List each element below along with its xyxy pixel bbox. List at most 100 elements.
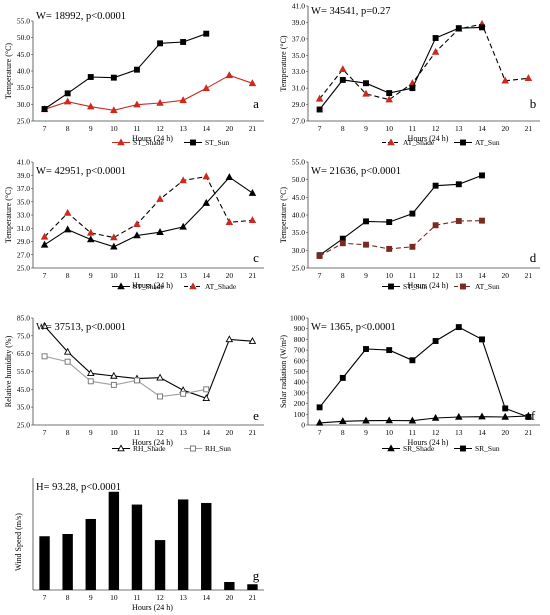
y-tick-label: 800 <box>294 335 306 344</box>
data-point <box>248 216 257 224</box>
bar <box>39 536 50 590</box>
bar <box>177 499 189 590</box>
legend-label: AT_Sun <box>475 282 500 291</box>
data-point <box>203 386 210 393</box>
series-line <box>319 26 483 110</box>
series-line <box>319 23 529 101</box>
data-point <box>179 222 187 230</box>
x-tick-label: 13 <box>179 593 187 602</box>
data-point <box>203 30 210 37</box>
legend-marker <box>460 445 466 452</box>
data-point <box>501 412 509 420</box>
series-line <box>44 355 207 398</box>
legend-label: SR_Sun <box>475 444 500 453</box>
data-point <box>110 233 118 241</box>
x-tick-label: 14 <box>203 593 211 602</box>
legend-label: SR_Shade <box>403 444 435 453</box>
x-axis-title: Hours (24 h) <box>132 134 173 143</box>
y-tick-label: 55.0 <box>292 158 305 167</box>
x-tick-label: 7 <box>43 593 47 602</box>
data-point <box>524 74 533 82</box>
x-tick-label: 21 <box>249 124 257 133</box>
x-axis-title: Hours (24 h) <box>408 281 449 290</box>
data-point <box>431 47 440 55</box>
data-point <box>316 253 323 259</box>
data-point <box>63 347 72 355</box>
panel-label: d <box>530 250 537 265</box>
data-point <box>64 358 71 365</box>
y-tick-label: 35.0 <box>17 83 30 92</box>
x-tick-label: 8 <box>341 428 345 437</box>
data-point <box>363 218 369 225</box>
y-tick-label: 41.0 <box>17 158 30 167</box>
x-tick-label: 11 <box>133 124 140 133</box>
x-tick-label: 20 <box>226 124 234 133</box>
x-tick-label: 20 <box>501 271 509 280</box>
x-tick-label: 14 <box>478 428 486 437</box>
data-point <box>248 337 257 344</box>
x-axis-title: Hours (24 h) <box>408 134 449 143</box>
legend: SR_Shade SR_Sun <box>382 444 500 453</box>
x-tick-label: 14 <box>203 124 211 133</box>
y-tick-label: 33.0 <box>292 67 305 76</box>
data-point <box>316 106 323 113</box>
y-tick-label: 85.0 <box>17 314 30 323</box>
legend-label: AT_Shade <box>403 138 435 147</box>
y-tick-label: 55.0 <box>17 17 30 26</box>
data-point <box>455 181 462 188</box>
data-point <box>339 374 346 381</box>
y-tick-label: 400 <box>294 378 306 387</box>
chart-panel-a: 25.0 30.0 35.0 40.0 45.0 50.0 55.0 Temperature … <box>4 11 264 147</box>
x-tick-label: 14 <box>478 124 486 133</box>
data-point <box>179 96 187 104</box>
stat-annotation: W= 18992, p<0.0001 <box>36 11 126 22</box>
legend: AT_Shade AT_Sun <box>382 138 500 147</box>
y-tick-label: 65.0 <box>17 349 30 358</box>
data-point <box>409 357 416 364</box>
data-point <box>248 79 257 87</box>
series-line <box>319 174 483 256</box>
data-point <box>432 182 439 189</box>
data-point <box>501 76 509 84</box>
y-tick-label: 37.0 <box>17 184 30 193</box>
series-line <box>44 175 253 239</box>
data-point <box>63 225 72 233</box>
stat-annotation: W= 21636, p<0.0001 <box>311 166 401 177</box>
legend-marker <box>387 444 395 452</box>
data-point <box>386 347 393 354</box>
stat-annotation: W= 37513, p<0.0001 <box>36 322 126 333</box>
data-point <box>431 413 440 421</box>
data-point <box>339 65 347 73</box>
series-line <box>319 220 483 257</box>
legend-marker <box>388 283 394 290</box>
x-tick-label: 10 <box>110 271 118 280</box>
legend-marker <box>460 139 466 146</box>
panel-label: c <box>253 250 259 265</box>
y-tick-label: 45.0 <box>17 385 30 394</box>
data-point <box>409 243 416 250</box>
x-tick-label: 8 <box>66 124 70 133</box>
data-point <box>525 414 532 420</box>
data-point <box>179 176 187 184</box>
series-AT_Shade <box>40 172 257 241</box>
legend-marker <box>387 138 395 146</box>
x-tick-label: 21 <box>249 593 257 602</box>
series-line <box>319 415 529 424</box>
y-tick-label: 600 <box>294 356 306 365</box>
legend: ST_Shade ST_Sun <box>112 138 229 147</box>
y-tick-label: 40.0 <box>292 211 305 220</box>
x-tick-label: 9 <box>364 124 368 133</box>
data-point <box>180 390 187 397</box>
chart-panel-e: 25.0 35.0 45.0 55.0 65.0 75.0 85.0 Relative hum… <box>4 314 264 453</box>
bar <box>247 584 258 590</box>
x-tick-label: 21 <box>249 428 257 437</box>
x-tick-label: 20 <box>501 428 509 437</box>
bar <box>62 534 73 590</box>
x-tick-label: 10 <box>385 124 393 133</box>
data-point <box>385 95 393 103</box>
data-point <box>64 90 71 97</box>
y-tick-label: 27.0 <box>17 250 30 259</box>
data-point <box>156 98 164 106</box>
legend-label: RH_Shade <box>133 444 166 453</box>
x-tick-label: 9 <box>89 124 93 133</box>
